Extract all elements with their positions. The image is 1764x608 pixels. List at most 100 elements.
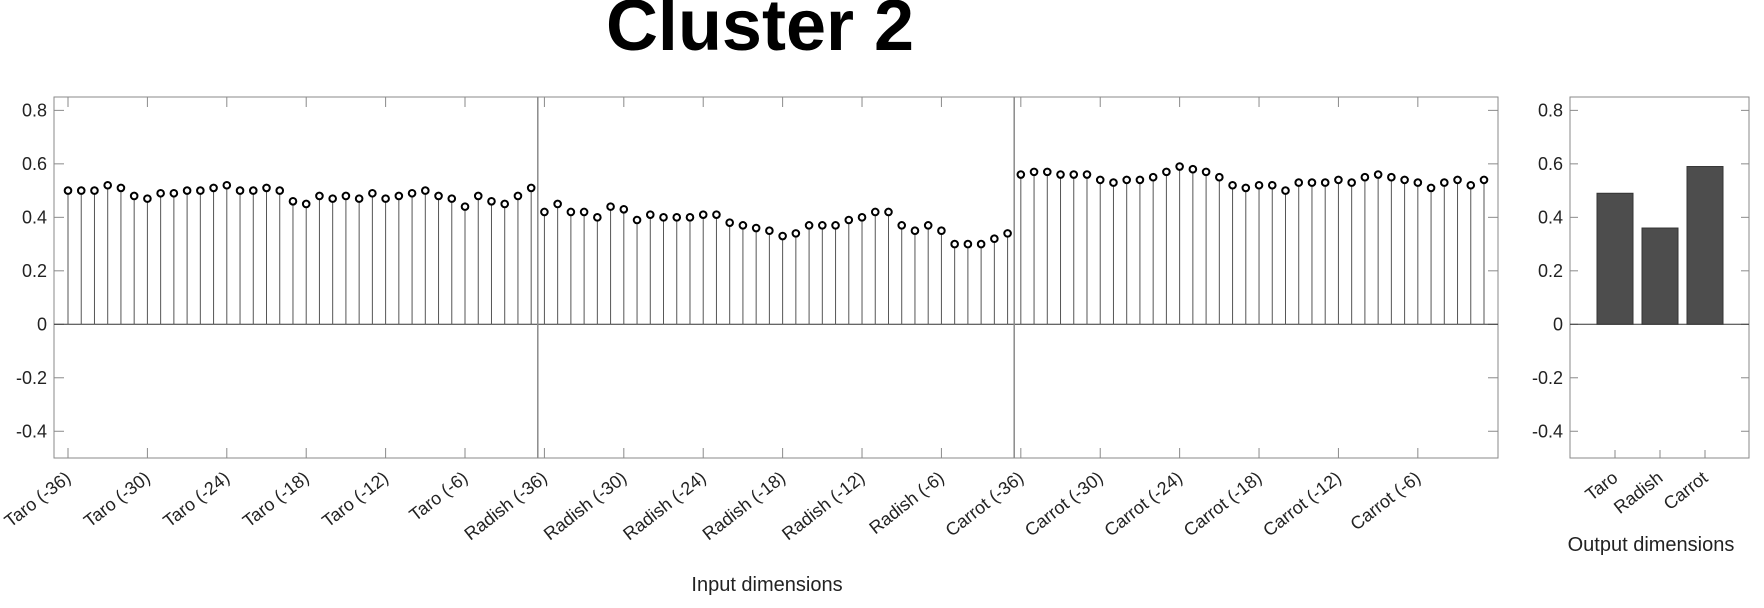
x-tick-label: Taro (-30) <box>80 467 154 531</box>
stem-point <box>513 191 523 201</box>
stem-point <box>1439 178 1449 187</box>
stem-point <box>222 180 232 190</box>
stem-point <box>500 199 510 209</box>
stem-point <box>1095 175 1105 185</box>
stem-point <box>1148 172 1158 182</box>
stem-point <box>1320 178 1330 187</box>
stem-point <box>235 186 245 195</box>
x-tick-label: Radish (-24) <box>619 467 709 544</box>
y-tick-label: -0.4 <box>1532 421 1563 441</box>
bar <box>1686 166 1724 325</box>
stem-point <box>103 180 113 190</box>
y-tick-label: 0 <box>1553 314 1563 334</box>
stem-point <box>341 191 351 201</box>
stem-point <box>579 207 589 217</box>
stem-point <box>381 194 390 203</box>
stem-point <box>1400 175 1409 185</box>
stem-point <box>1254 180 1264 190</box>
stem-point <box>1334 175 1343 185</box>
stem-point <box>116 183 126 193</box>
stem-point <box>1360 172 1370 182</box>
stem-point <box>976 239 986 249</box>
x-tick-label: Carrot (-12) <box>1259 467 1345 540</box>
bar-chart-xlabel: Output dimensions <box>1568 534 1735 556</box>
stem-point <box>963 239 973 249</box>
stem-point <box>950 239 959 249</box>
y-tick-label: 0.8 <box>1538 100 1563 120</box>
stem-point <box>553 199 562 209</box>
y-tick-label: -0.2 <box>1532 368 1563 388</box>
chart-title: Cluster 2 <box>606 0 914 66</box>
stem-point <box>751 223 761 233</box>
stem-point <box>196 186 205 195</box>
y-tick-label: -0.4 <box>16 421 47 441</box>
stem-point <box>76 186 86 195</box>
stem-point <box>1188 164 1198 174</box>
stem-point <box>487 196 496 206</box>
x-tick-label: Carrot (-6) <box>1347 467 1425 534</box>
stem-point <box>645 210 655 219</box>
bar <box>1641 227 1679 325</box>
stem-point <box>1479 175 1489 185</box>
stem-point <box>209 183 218 193</box>
stem-point <box>566 207 576 217</box>
stem-point <box>315 191 324 201</box>
y-tick-label: 0.6 <box>22 154 47 174</box>
stem-point <box>169 188 179 198</box>
stem-point <box>1241 183 1251 193</box>
stem-point <box>1135 175 1145 185</box>
stem-point <box>1175 162 1184 171</box>
stem-chart-xlabel: Input dimensions <box>691 574 842 596</box>
stem-point <box>1307 178 1317 187</box>
stem-point <box>1267 180 1277 190</box>
stem-point <box>593 213 602 222</box>
stem-point <box>288 196 298 206</box>
x-tick-label: Radish <box>1610 467 1666 517</box>
y-tick-label: 0.2 <box>22 261 47 281</box>
stem-point <box>182 186 192 195</box>
stem-point <box>778 231 787 241</box>
x-tick-label: Radish (-18) <box>699 467 789 544</box>
x-tick-label: Radish (-30) <box>540 467 630 544</box>
stem-point <box>1453 175 1462 185</box>
stem-point <box>857 213 867 222</box>
stem-point <box>1347 178 1356 187</box>
stem-point <box>791 229 801 238</box>
x-tick-label: Carrot (-30) <box>1021 467 1107 540</box>
x-tick-label: Radish (-6) <box>865 467 947 538</box>
stem-point <box>460 202 470 211</box>
x-tick-label: Taro (-6) <box>406 467 472 525</box>
stem-point <box>1056 170 1065 179</box>
stem-point <box>526 183 536 193</box>
stem-point <box>1042 167 1052 177</box>
x-tick-label: Taro (-24) <box>159 467 233 531</box>
stem-point <box>844 215 854 225</box>
stem-point <box>421 186 430 195</box>
stem-point <box>632 215 642 225</box>
stem-point <box>1029 167 1039 177</box>
stem-point <box>1201 167 1211 177</box>
stem-point <box>394 191 404 201</box>
x-tick-label: Carrot (-24) <box>1100 467 1186 540</box>
stem-point <box>818 221 827 230</box>
y-tick-label: 0.6 <box>1538 154 1563 174</box>
stem-point <box>262 183 271 193</box>
stem-point <box>659 213 668 222</box>
stem-point <box>248 186 258 195</box>
x-tick-label: Carrot (-36) <box>942 467 1028 540</box>
bar <box>1596 192 1634 325</box>
stem-point <box>473 191 483 201</box>
stem-point <box>156 188 165 198</box>
stem-point <box>606 202 615 211</box>
stem-point <box>1162 167 1171 177</box>
stem-point <box>1082 170 1092 179</box>
stem-point <box>129 191 139 201</box>
y-tick-label: 0.4 <box>22 207 47 227</box>
stem-point <box>990 234 999 244</box>
stem-point <box>1281 186 1290 195</box>
stem-point <box>923 221 933 230</box>
x-tick-label: Carrot (-18) <box>1180 467 1266 540</box>
stem-point <box>1387 172 1396 182</box>
stem-point <box>685 213 695 222</box>
stem-point <box>1294 178 1304 187</box>
